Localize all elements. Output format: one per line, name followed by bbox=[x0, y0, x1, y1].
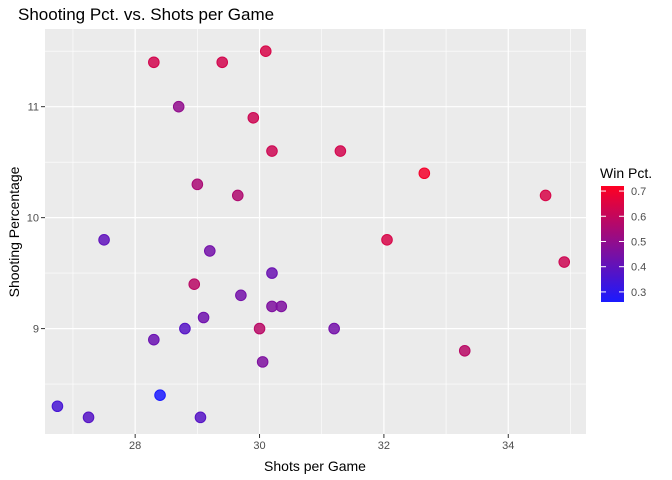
y-axis-ticks: 9 10 11 bbox=[27, 102, 45, 336]
scatter-point bbox=[203, 245, 216, 257]
y-axis-title: Shooting Percentage bbox=[6, 166, 22, 297]
scatter-point bbox=[191, 178, 204, 191]
scatter-point bbox=[154, 389, 166, 401]
scatter-point bbox=[82, 411, 95, 424]
x-tick-label: 28 bbox=[129, 440, 141, 452]
x-tick-label: 30 bbox=[253, 440, 265, 452]
scatter-point bbox=[172, 100, 185, 113]
plot-panel bbox=[45, 29, 586, 434]
scatter-point bbox=[334, 145, 347, 157]
scatter-point bbox=[197, 311, 210, 324]
scatter-point bbox=[558, 256, 571, 268]
scatter-point bbox=[148, 333, 160, 346]
scatter-point bbox=[51, 400, 64, 413]
y-tick-label: 10 bbox=[27, 213, 39, 225]
legend-title: Win Pct. bbox=[600, 165, 652, 181]
scatter-point bbox=[179, 322, 191, 335]
x-tick-label: 32 bbox=[378, 440, 390, 452]
scatter-point bbox=[194, 411, 207, 424]
scatter-point bbox=[266, 267, 278, 279]
data-points bbox=[51, 45, 571, 424]
x-tick-label: 34 bbox=[502, 440, 514, 452]
chart-title: Shooting Pct. vs. Shots per Game bbox=[18, 5, 275, 24]
legend: Win Pct. 0.3 0.4 0.5 0.6 0.7 bbox=[600, 165, 652, 302]
scatter-point bbox=[188, 278, 201, 291]
scatter-point bbox=[275, 300, 288, 313]
scatter-point bbox=[381, 234, 393, 246]
x-axis-ticks: 28 30 32 34 bbox=[129, 434, 514, 452]
legend-ticks: 0.3 0.4 0.5 0.6 0.7 bbox=[601, 186, 646, 299]
scatter-point bbox=[253, 322, 266, 335]
scatter-point bbox=[148, 56, 160, 69]
scatter-point bbox=[418, 167, 431, 180]
scatter-point bbox=[235, 289, 247, 302]
legend-tick-label: 0.7 bbox=[631, 186, 646, 198]
y-tick-label: 9 bbox=[33, 324, 39, 336]
scatter-point bbox=[98, 234, 110, 246]
scatter-point bbox=[259, 45, 272, 57]
scatter-point bbox=[231, 189, 244, 202]
legend-colorbar bbox=[601, 186, 624, 302]
scatter-point bbox=[216, 56, 229, 69]
y-tick-label: 11 bbox=[28, 102, 39, 114]
scatter-point bbox=[458, 344, 471, 357]
scatter-point bbox=[539, 189, 552, 202]
scatter-point bbox=[247, 111, 260, 124]
scatter-point bbox=[266, 145, 278, 157]
legend-tick-label: 0.3 bbox=[631, 287, 646, 299]
x-axis-title: Shots per Game bbox=[264, 458, 366, 474]
legend-tick-label: 0.5 bbox=[631, 236, 646, 248]
legend-tick-label: 0.4 bbox=[631, 262, 646, 274]
scatter-point bbox=[256, 356, 269, 368]
legend-tick-label: 0.6 bbox=[631, 211, 646, 223]
scatter-point bbox=[328, 322, 340, 335]
